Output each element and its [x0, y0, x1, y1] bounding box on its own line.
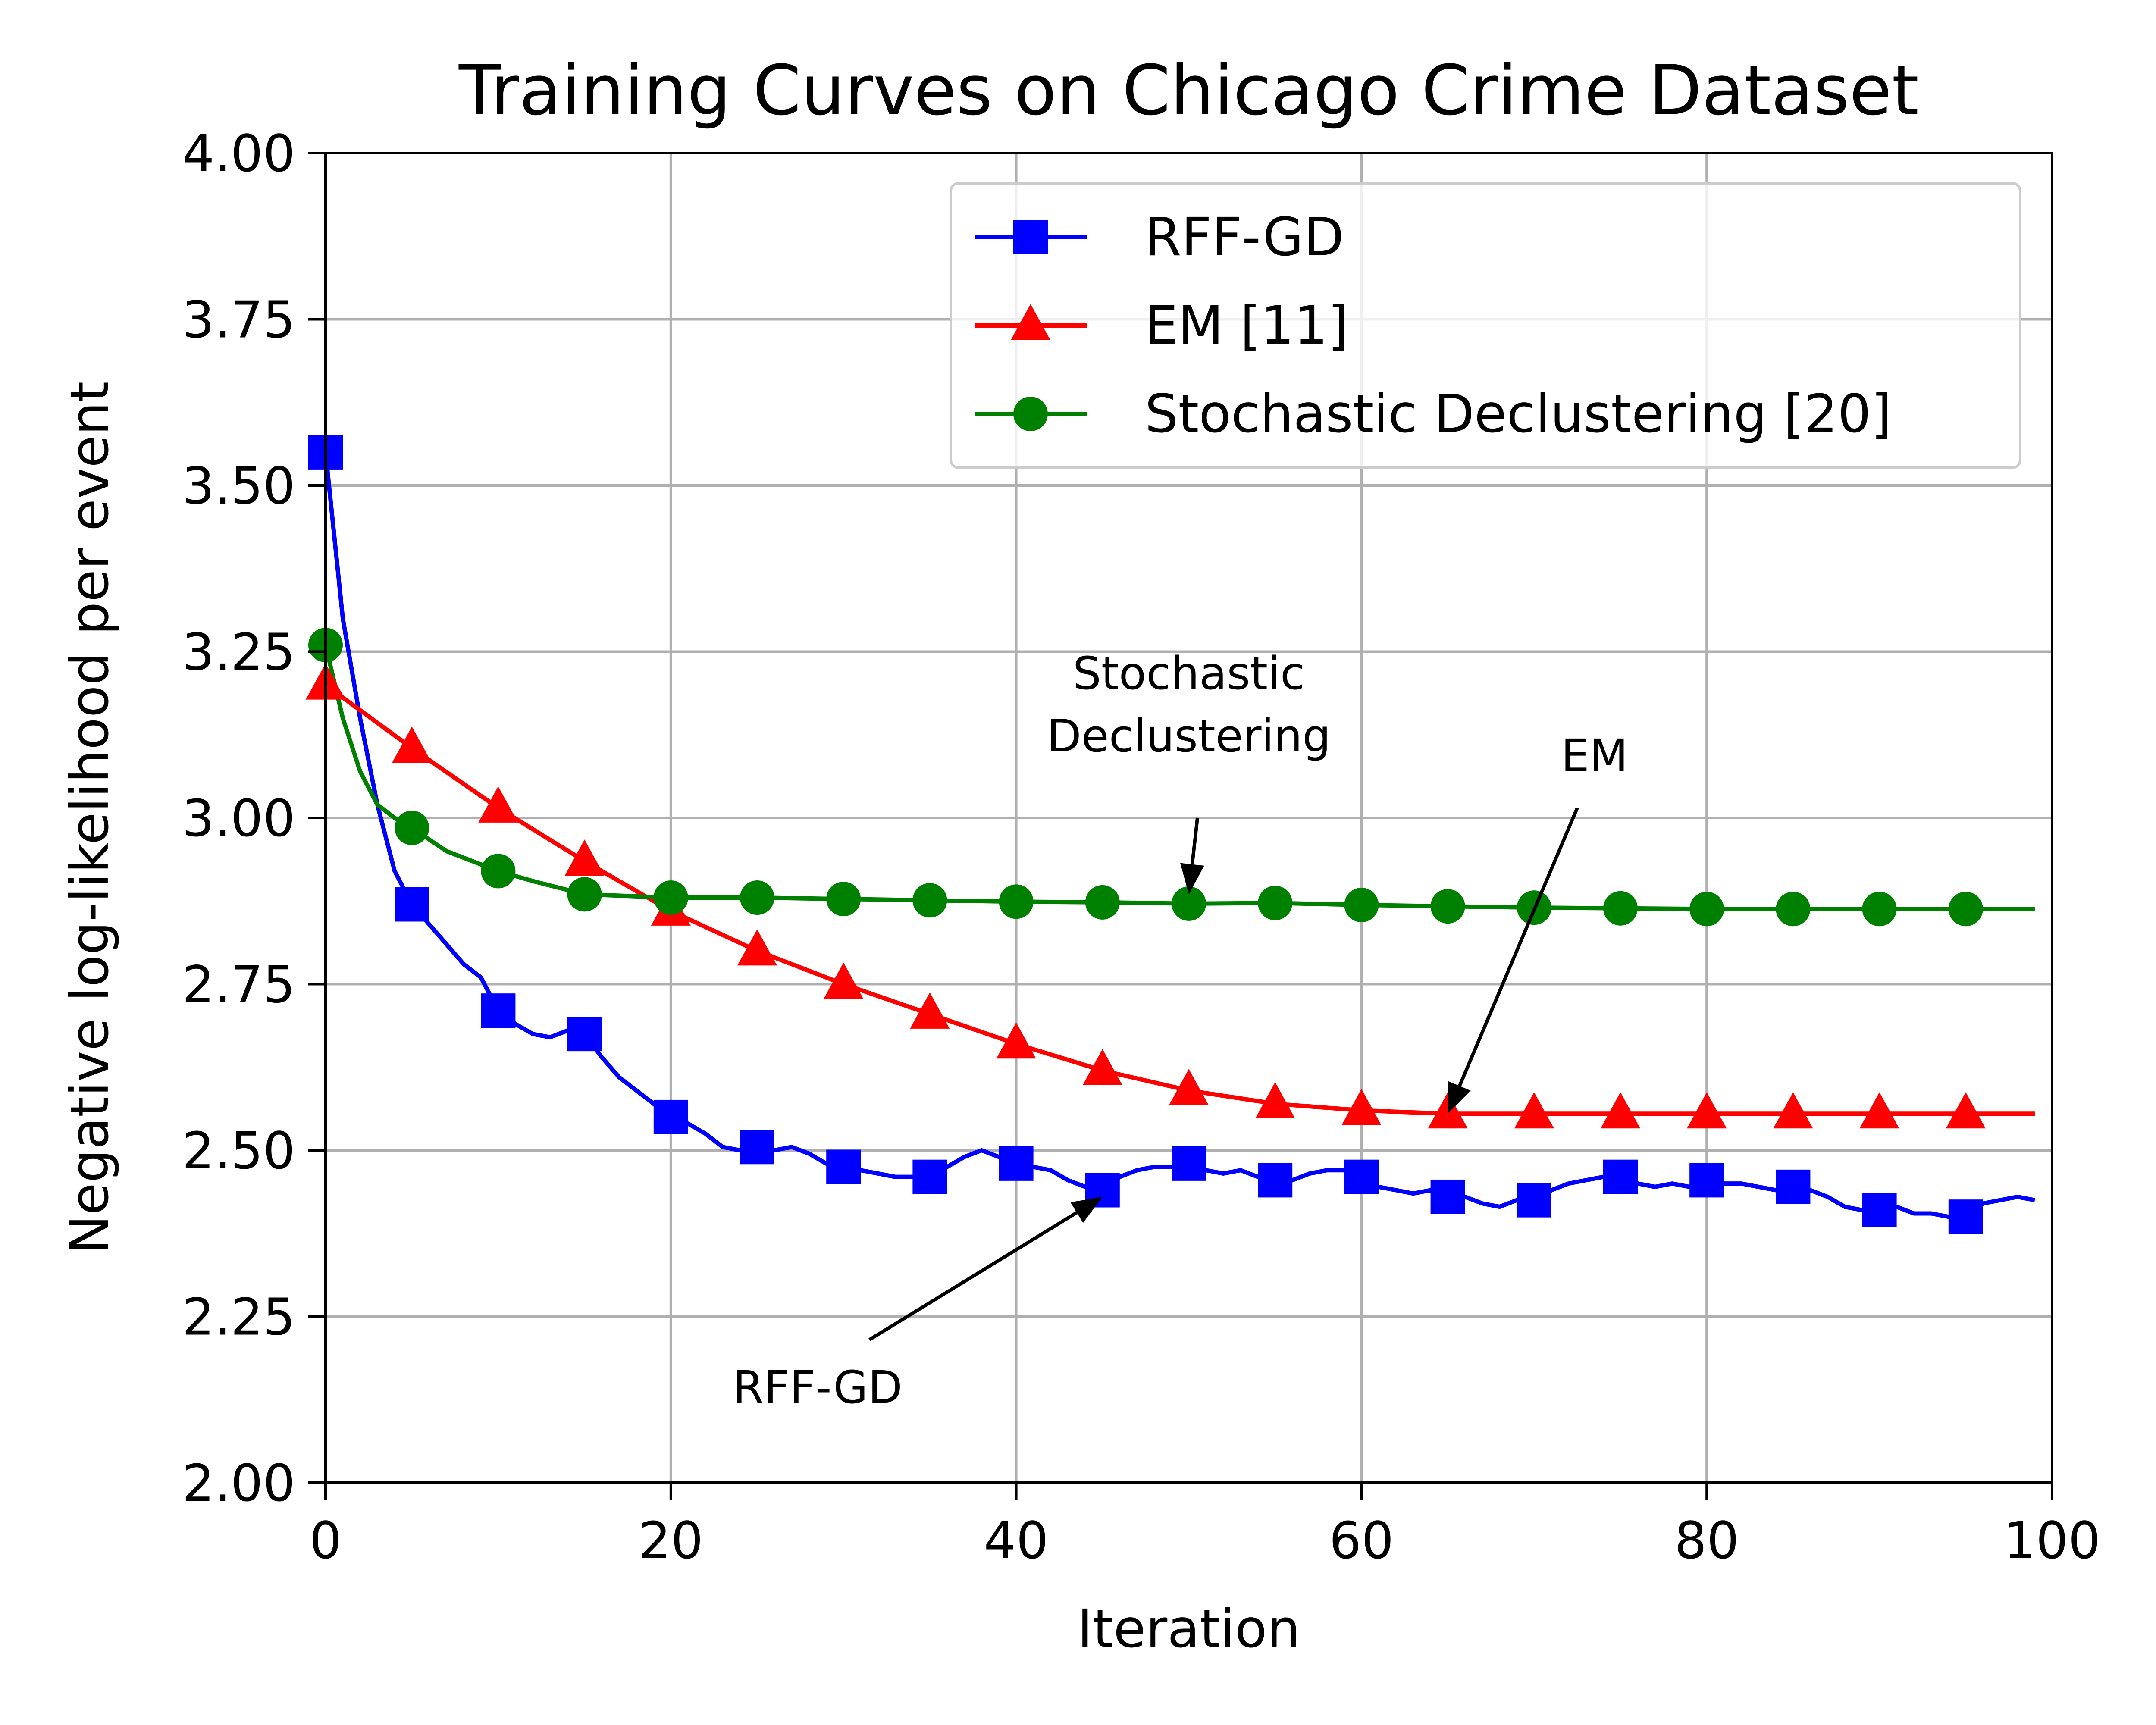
y-tick-label: 3.50 [182, 456, 295, 516]
annotation-arrow-stochastic-declustering [1190, 817, 1199, 865]
annotation-arrow-em [1458, 807, 1579, 1087]
data-point-em-11 [1687, 1092, 1727, 1129]
annotation-label-rff-gd: RFF-GD [733, 1361, 903, 1414]
data-point-em-11 [1859, 1092, 1899, 1129]
data-point-em-11 [564, 839, 605, 876]
annotation-label-em: EM [1561, 729, 1628, 782]
x-tick-label: 60 [1329, 1511, 1394, 1570]
data-point-rff-gd [653, 1099, 688, 1134]
data-point-em-11 [1946, 1092, 1986, 1129]
data-point-rff-gd [826, 1149, 861, 1184]
data-point-rff-gd [1603, 1159, 1638, 1194]
data-point-stochastic-declustering-20 [1603, 891, 1638, 926]
y-tick-label: 2.00 [182, 1453, 295, 1513]
data-point-stochastic-declustering-20 [1689, 892, 1724, 927]
x-tick-label: 40 [984, 1511, 1049, 1570]
annotation-arrowhead-rff-gd [1070, 1196, 1103, 1223]
data-point-em-11 [1082, 1049, 1122, 1085]
y-tick-label: 2.50 [182, 1121, 295, 1180]
data-point-rff-gd [567, 1017, 602, 1052]
legend-label-stochastic-declustering-20: Stochastic Declustering [20] [1145, 383, 1892, 445]
data-point-rff-gd [740, 1130, 774, 1165]
data-point-em-11 [910, 992, 950, 1029]
data-point-rff-gd [1344, 1159, 1379, 1194]
x-tick-label: 100 [2003, 1511, 2100, 1570]
data-point-stochastic-declustering-20 [481, 854, 516, 889]
data-point-stochastic-declustering-20 [740, 880, 774, 915]
legend-label-rff-gd: RFF-GD [1145, 207, 1344, 268]
annotation-arrowhead-em [1448, 1081, 1471, 1114]
x-tick-label: 80 [1674, 1511, 1739, 1570]
data-point-stochastic-declustering-20 [1862, 892, 1897, 927]
data-point-rff-gd [395, 887, 429, 922]
y-tick-label: 2.75 [182, 955, 295, 1014]
annotation-arrow-rff-gd [868, 1211, 1078, 1341]
x-axis-ticks: 0 20 40 60 80 100 [309, 1483, 2101, 1570]
data-point-rff-gd [1258, 1163, 1293, 1198]
legend-label-em-11: EM [11] [1145, 295, 1348, 356]
y-tick-label: 4.00 [182, 124, 295, 183]
data-point-stochastic-declustering-20 [1172, 886, 1206, 921]
y-tick-label: 3.00 [182, 789, 295, 848]
data-point-stochastic-declustering-20 [653, 880, 688, 915]
legend-marker-rff-gd [1013, 220, 1048, 254]
data-point-em-11 [1255, 1082, 1295, 1119]
data-point-rff-gd [999, 1146, 1034, 1181]
data-point-stochastic-declustering-20 [1258, 886, 1293, 920]
data-point-stochastic-declustering-20 [1948, 892, 1983, 927]
legend-marker-em-11 [1011, 304, 1050, 340]
data-point-stochastic-declustering-20 [1776, 892, 1811, 927]
x-tick-label: 20 [639, 1511, 703, 1570]
data-point-stochastic-declustering-20 [999, 884, 1034, 919]
x-axis-label: Iteration [1077, 1598, 1300, 1659]
legend-box [950, 182, 2021, 469]
data-point-rff-gd [1689, 1163, 1724, 1198]
y-axis-label: Negative log-likelihood per event [59, 382, 120, 1255]
data-point-em-11 [1341, 1089, 1382, 1125]
data-point-stochastic-declustering-20 [826, 882, 861, 917]
data-point-stochastic-declustering-20 [395, 811, 429, 845]
chart-title: Training Curves on Chicago Crime Dataset [458, 50, 1919, 131]
x-tick-label: 0 [309, 1511, 342, 1570]
data-point-em-11 [1773, 1092, 1813, 1129]
data-point-em-11 [1601, 1092, 1640, 1129]
data-point-stochastic-declustering-20 [567, 877, 602, 912]
data-point-rff-gd [1776, 1169, 1811, 1204]
data-point-rff-gd [481, 993, 516, 1028]
series-markers [306, 435, 1986, 1234]
legend: RFF-GD EM [11] Stochastic Declustering [20… [950, 182, 2021, 469]
y-tick-label: 3.75 [182, 290, 295, 350]
data-point-rff-gd [912, 1159, 947, 1194]
y-tick-label: 3.25 [182, 623, 295, 682]
data-point-em-11 [996, 1022, 1036, 1059]
data-point-em-11 [737, 929, 777, 966]
data-point-rff-gd [1517, 1183, 1551, 1218]
data-point-rff-gd [1172, 1146, 1206, 1181]
annotation-label-stochastic-declustering: Stochastic [1073, 647, 1305, 700]
data-point-stochastic-declustering-20 [1085, 885, 1120, 920]
annotation-arrowhead-stochastic-declustering [1180, 863, 1204, 895]
data-point-em-11 [478, 786, 518, 823]
annotation-label-stochastic-declustering: Declustering [1047, 710, 1331, 762]
data-point-rff-gd [1862, 1193, 1897, 1227]
y-axis-ticks: 2.00 2.25 2.50 2.75 3.00 3.25 3.50 3.75 4.00 [182, 124, 326, 1513]
data-point-em-11 [392, 726, 432, 763]
data-point-em-11 [1428, 1092, 1468, 1129]
data-point-stochastic-declustering-20 [912, 883, 947, 918]
data-point-em-11 [1514, 1092, 1554, 1129]
legend-marker-stochastic-declustering-20 [1013, 397, 1048, 431]
data-point-em-11 [824, 962, 864, 999]
data-point-rff-gd [1430, 1179, 1465, 1214]
data-point-stochastic-declustering-20 [1430, 889, 1465, 924]
annotations: RFF-GD EM Stochastic Declustering [733, 647, 1628, 1414]
data-point-em-11 [1169, 1069, 1209, 1105]
data-point-rff-gd [1948, 1199, 1983, 1234]
y-tick-label: 2.25 [182, 1287, 295, 1347]
data-point-stochastic-declustering-20 [1344, 888, 1379, 923]
